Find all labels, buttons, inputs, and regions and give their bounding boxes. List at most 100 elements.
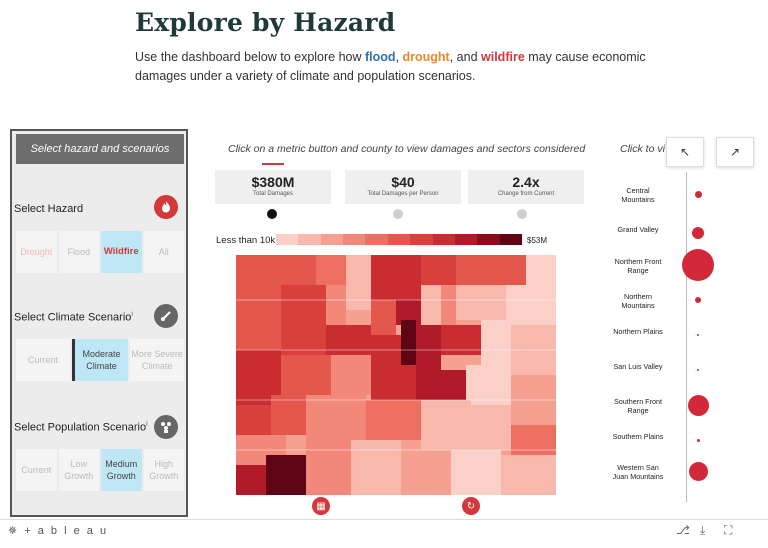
- info-icon[interactable]: i: [131, 311, 133, 318]
- metric-value: 2.4x: [512, 174, 540, 190]
- metric-change[interactable]: 2.4x Change from Current: [468, 170, 584, 204]
- hazard-label: Select Hazard: [14, 203, 83, 215]
- metric-selector-dot[interactable]: [393, 209, 403, 219]
- county: [326, 285, 346, 325]
- hazard-buttons: Drought Flood Wildfire All: [16, 231, 184, 273]
- county: [351, 440, 401, 495]
- metric-instructions: Click on a metric button and county to v…: [228, 143, 586, 155]
- scenario-panel: Select hazard and scenarios Select Hazar…: [10, 129, 188, 517]
- population-low-button[interactable]: Low Growth: [58, 449, 99, 491]
- county: [421, 400, 471, 450]
- climate-moderate-button[interactable]: Moderate Climate: [71, 339, 129, 381]
- region-label[interactable]: Grand Valley: [617, 225, 659, 234]
- recycle-icon[interactable]: ↻: [462, 497, 480, 515]
- metric-value: $40: [391, 174, 415, 190]
- intro-part: may cause economic damages under a varie…: [135, 50, 646, 83]
- legend-swatch: [365, 234, 388, 245]
- download-icon[interactable]: ⤓: [700, 523, 706, 537]
- county: [451, 450, 501, 495]
- region-bubble[interactable]: [682, 249, 714, 281]
- county: [346, 255, 371, 310]
- region-label[interactable]: Northern Plains: [613, 327, 663, 336]
- region-bubble[interactable]: [696, 438, 700, 442]
- county: [501, 455, 556, 495]
- county: [421, 285, 441, 325]
- county: [441, 325, 481, 355]
- region-label[interactable]: Southern Front Range: [614, 397, 662, 415]
- climate-severe-button[interactable]: More Severe Climate: [130, 339, 185, 381]
- region-bubble[interactable]: [697, 369, 699, 371]
- region-label[interactable]: Central Mountains: [621, 186, 655, 204]
- county: [416, 370, 466, 400]
- metric-label: Change from Current: [497, 191, 555, 197]
- population-current-button[interactable]: Current: [16, 449, 57, 491]
- legend-swatch: [432, 234, 455, 245]
- drought-word: drought: [402, 50, 450, 64]
- county: [281, 285, 326, 320]
- region-bubble[interactable]: [687, 394, 709, 416]
- county: [331, 355, 371, 395]
- page-title: Explore by Hazard: [135, 8, 396, 37]
- legend-swatch: [387, 234, 411, 245]
- metric-per-person[interactable]: $40 Total Damages per Person: [345, 170, 461, 204]
- hazard-drought-button[interactable]: Drought: [16, 231, 57, 273]
- people-icon: [154, 415, 178, 439]
- intro-part: ,: [395, 50, 403, 64]
- building-icon[interactable]: ▦: [312, 497, 330, 515]
- climate-current-button[interactable]: Current: [16, 339, 70, 381]
- legend-swatch: [320, 234, 344, 245]
- legend-color-bar: [276, 234, 522, 245]
- thermometer-icon: [154, 304, 178, 328]
- share-icon[interactable]: ⎇: [676, 523, 690, 537]
- external-link-button[interactable]: ↗: [716, 137, 754, 167]
- intro-text: Use the dashboard below to explore how f…: [135, 48, 655, 86]
- county: [316, 255, 346, 285]
- footer-bar: [0, 519, 768, 548]
- region-label[interactable]: San Luis Valley: [613, 362, 663, 371]
- region-bubble[interactable]: [688, 461, 708, 481]
- region-bubble[interactable]: [697, 334, 699, 336]
- county: [456, 285, 506, 320]
- panel-header: Select hazard and scenarios: [16, 134, 184, 164]
- region-instructions-start: Click to vi: [620, 143, 665, 155]
- metric-total-damages[interactable]: $380M Total Damages: [215, 170, 331, 204]
- region-label[interactable]: Western San Juan Mountains: [612, 463, 664, 481]
- metric-selector-dot[interactable]: [267, 209, 277, 219]
- population-label-text: Select Population Scenario: [14, 421, 147, 434]
- fullscreen-icon[interactable]: ⛶: [724, 523, 733, 537]
- legend-swatch: [499, 234, 522, 245]
- region-label[interactable]: Southern Plains: [612, 432, 664, 441]
- county: [481, 320, 511, 365]
- county: [236, 405, 271, 435]
- county: [401, 320, 416, 370]
- metric-value: $380M: [251, 174, 295, 190]
- hazard-wildfire-button[interactable]: Wildfire: [101, 231, 142, 273]
- population-high-button[interactable]: High Growth: [143, 449, 184, 491]
- hazard-flood-button[interactable]: Flood: [58, 231, 99, 273]
- metric-selector-dot[interactable]: [517, 209, 527, 219]
- region-bubble[interactable]: [695, 297, 701, 303]
- pointer-button[interactable]: ↖: [666, 137, 704, 167]
- county: [371, 255, 421, 300]
- county: [306, 445, 351, 495]
- external-link-icon: ↗: [729, 145, 741, 159]
- region-bubble[interactable]: [692, 227, 704, 239]
- region-label[interactable]: Northern Mountains: [621, 292, 655, 310]
- tableau-logo[interactable]: ✵ + a b l e a u: [8, 524, 108, 537]
- population-medium-button[interactable]: Medium Growth: [101, 449, 142, 491]
- climate-label: Select Climate Scenarioi: [14, 311, 133, 324]
- county-map[interactable]: [236, 255, 556, 495]
- county: [441, 285, 456, 325]
- region-label[interactable]: Northern Front Range: [614, 257, 662, 275]
- flood-word: flood: [365, 50, 396, 64]
- county: [271, 395, 306, 435]
- intro-part: Use the dashboard below to explore how: [135, 50, 366, 64]
- county: [281, 355, 331, 395]
- legend-swatch: [343, 234, 366, 245]
- county: [371, 365, 416, 400]
- info-icon[interactable]: i: [146, 421, 148, 428]
- region-bubble[interactable]: [694, 190, 702, 198]
- hazard-all-button[interactable]: All: [143, 231, 184, 273]
- county: [401, 450, 451, 495]
- county: [506, 285, 556, 325]
